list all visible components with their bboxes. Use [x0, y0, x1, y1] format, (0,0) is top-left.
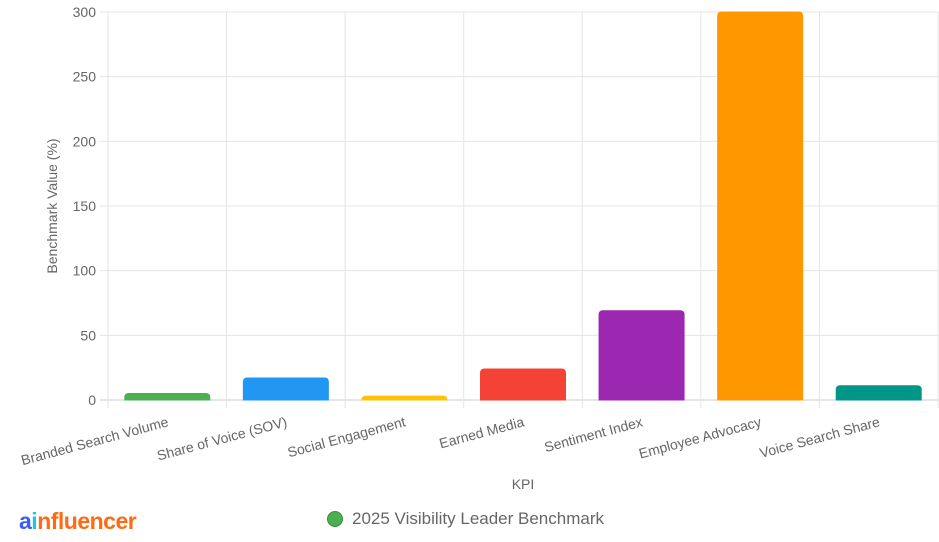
y-axis-title: Benchmark Value (%): [44, 138, 60, 273]
legend-label: 2025 Visibility Leader Benchmark: [352, 509, 604, 528]
y-tick-label: 150: [73, 198, 97, 214]
bar: [835, 385, 922, 401]
x-tick-label: Employee Advocacy: [637, 413, 763, 461]
y-tick-label: 0: [88, 392, 96, 408]
ainfluencer-logo: ainfluencer: [19, 508, 137, 534]
legend-item[interactable]: 2025 Visibility Leader Benchmark: [327, 509, 604, 529]
x-tick-label: Sentiment Index: [542, 413, 644, 455]
y-tick-label: 100: [73, 263, 97, 279]
x-tick-label: Branded Search Volume: [19, 413, 170, 468]
legend-swatch: [327, 511, 343, 527]
bar: [717, 11, 804, 401]
x-axis-title: KPI: [512, 476, 535, 492]
bar: [598, 310, 685, 401]
bar: [480, 368, 566, 401]
x-tick-label: Voice Search Share: [758, 413, 882, 461]
x-tick-label: Share of Voice (SOV): [155, 413, 288, 463]
bar: [124, 393, 211, 401]
y-tick-label: 300: [73, 4, 97, 20]
bar: [361, 395, 448, 401]
bar: [242, 377, 329, 401]
y-tick-label: 200: [73, 133, 97, 149]
y-tick-label: 50: [80, 327, 96, 343]
x-tick-label: Social Engagement: [286, 413, 408, 460]
y-tick-label: 250: [73, 69, 97, 85]
x-tick-label: Earned Media: [437, 413, 526, 451]
